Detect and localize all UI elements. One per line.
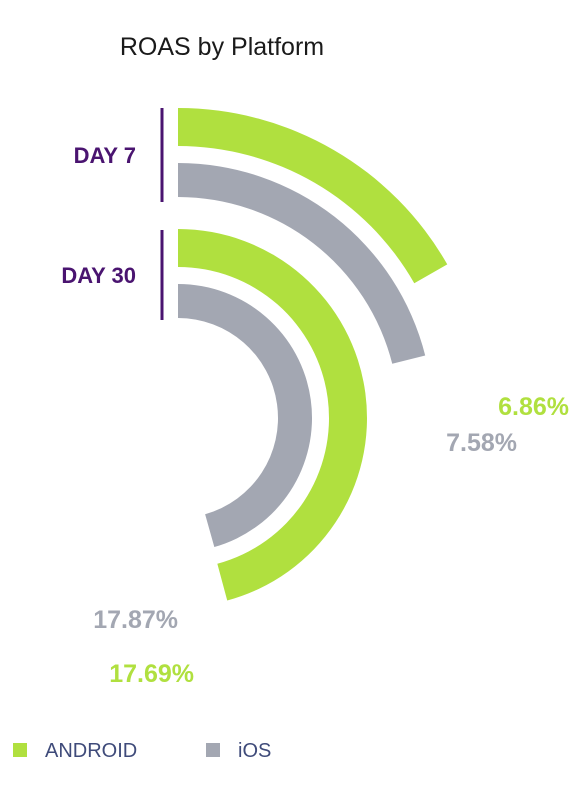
arc-day30-ios <box>178 284 313 547</box>
legend-swatch-android <box>13 743 27 757</box>
arc-layer <box>178 108 448 601</box>
legend-label-android: ANDROID <box>45 740 137 762</box>
value-label-day7-android: 6.86% <box>498 393 569 421</box>
arc-day7-ios <box>178 163 426 364</box>
group-label-day7: DAY 7 <box>74 143 136 168</box>
value-label-day30-android: 17.69% <box>109 660 194 688</box>
value-label-day7-ios: 7.58% <box>446 429 517 457</box>
arc-day30-android <box>178 229 367 601</box>
arc-day7-android <box>178 108 448 284</box>
legend-swatch-ios <box>206 743 220 757</box>
legend-label-ios: iOS <box>238 740 271 762</box>
value-label-day30-ios: 17.87% <box>93 606 178 634</box>
chart-title: ROAS by Platform <box>120 33 324 61</box>
group-label-day30: DAY 30 <box>61 263 136 288</box>
